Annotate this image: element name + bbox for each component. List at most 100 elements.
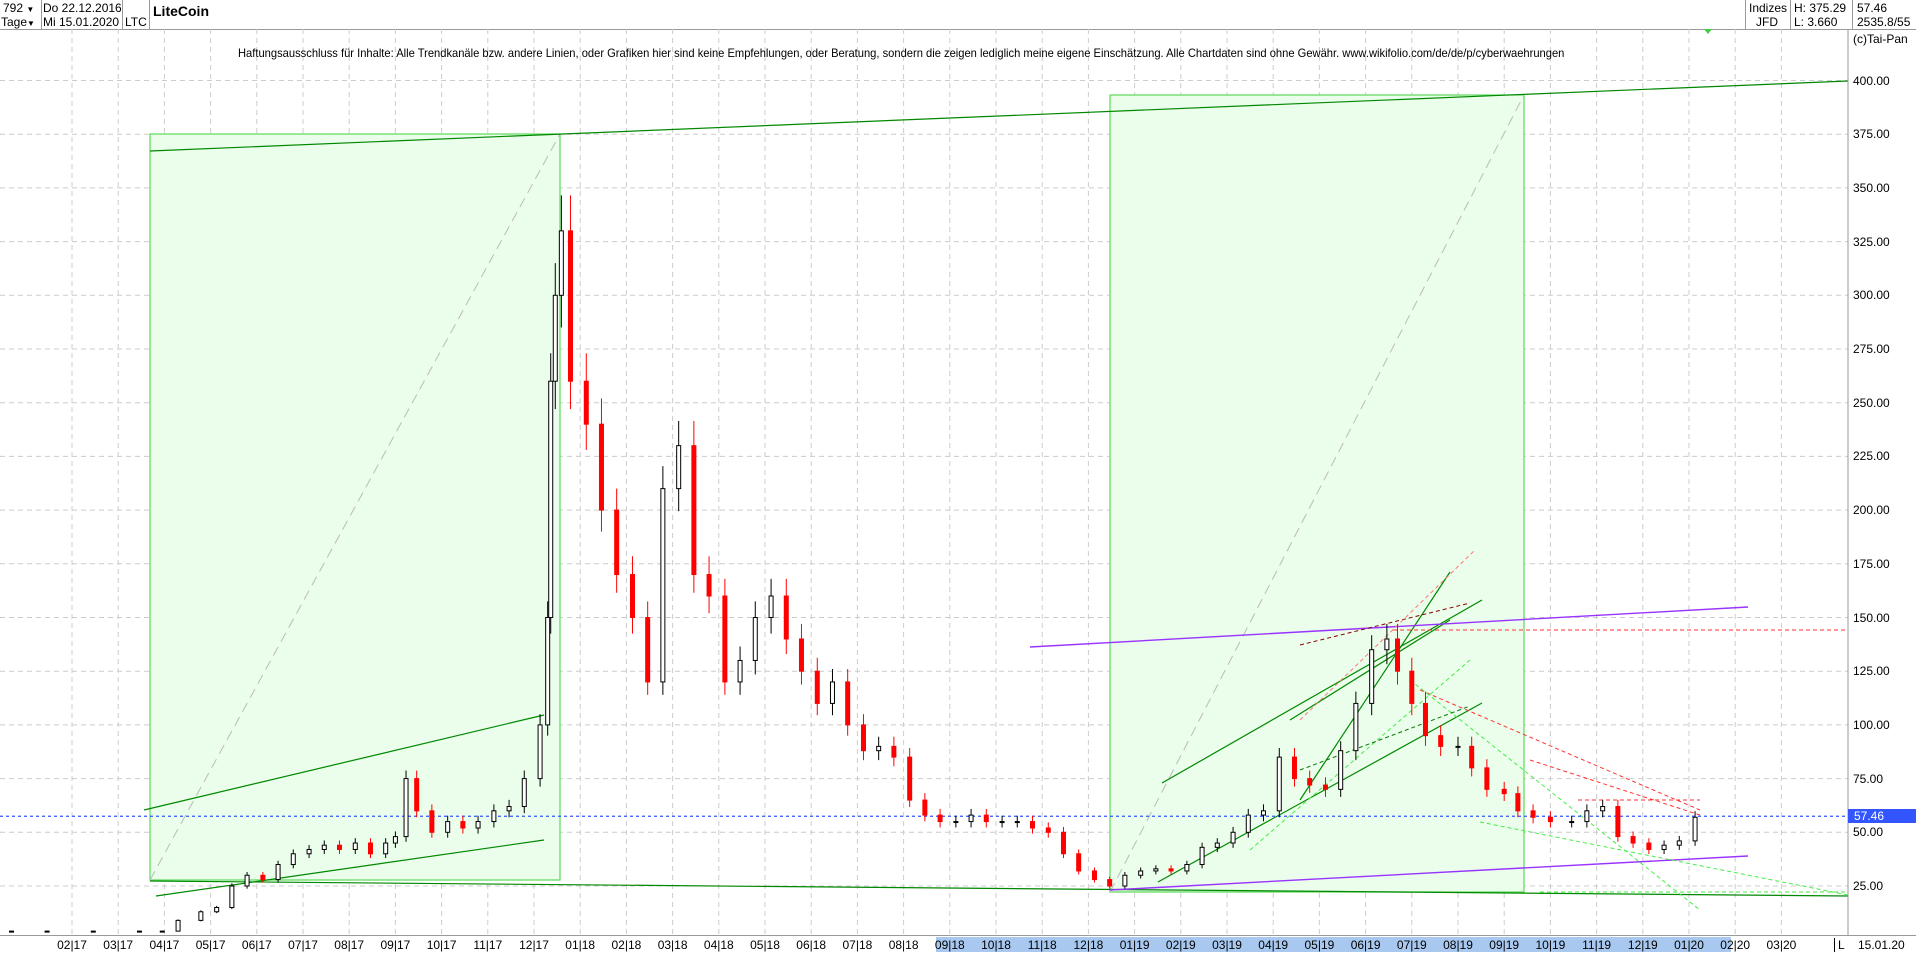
candles xyxy=(9,195,1698,933)
dotted-lines xyxy=(1249,549,1849,911)
copyright: (c)Tai-Pan xyxy=(1853,32,1908,46)
y-tick-label: 125.00 xyxy=(1853,664,1890,679)
steep-trendline[interactable] xyxy=(1299,571,1451,801)
candle xyxy=(891,745,897,758)
candle xyxy=(1692,816,1698,842)
green-dotted-down-line[interactable] xyxy=(1409,679,1701,911)
chart-title: LiteCoin xyxy=(153,3,209,19)
candle xyxy=(1338,750,1344,790)
candle xyxy=(545,617,551,726)
visible-range-band[interactable] xyxy=(936,937,1731,952)
red-dotted-down-line[interactable] xyxy=(1419,689,1701,811)
red-dotted-fan-line[interactable] xyxy=(1299,549,1476,721)
x-tick-label: 10|17 xyxy=(426,938,457,952)
candle xyxy=(214,906,220,913)
candle xyxy=(876,745,882,752)
candle xyxy=(722,595,728,683)
x-tick-label: 01|19 xyxy=(1119,938,1150,952)
candle xyxy=(1646,842,1652,850)
candle xyxy=(429,810,435,833)
candle xyxy=(1630,836,1636,844)
candle xyxy=(691,445,697,576)
header-select-cell: 792 ▼ Tage▼ xyxy=(0,0,42,29)
candle xyxy=(44,930,50,933)
candle xyxy=(798,638,804,672)
long-top-trendline[interactable] xyxy=(149,80,1849,152)
period-select[interactable]: Tage▼ xyxy=(1,15,35,31)
candle xyxy=(845,681,851,726)
candle xyxy=(968,814,974,823)
red-dotted-line-2[interactable] xyxy=(1529,759,1701,816)
candle xyxy=(660,488,666,683)
candle xyxy=(1530,810,1536,818)
y-tick-label: 25.00 xyxy=(1853,879,1884,893)
channel-2017-lower[interactable] xyxy=(155,839,545,897)
l-marker[interactable]: L xyxy=(1834,938,1847,952)
date-range-cell: Do 22.12.2016 Mi 15.01.2020 xyxy=(42,0,123,29)
candle xyxy=(999,821,1005,824)
candle xyxy=(1230,831,1236,844)
candle xyxy=(829,681,835,704)
candle xyxy=(558,230,564,296)
green-dotted-line-2[interactable] xyxy=(1479,821,1849,896)
candle xyxy=(1455,745,1461,748)
candle xyxy=(321,844,327,850)
start-date[interactable]: Do 22.12.2016 xyxy=(43,1,122,15)
candle xyxy=(1291,756,1297,780)
candle xyxy=(460,821,466,829)
symbol: LTC xyxy=(125,15,147,29)
x-tick-label: 06|17 xyxy=(241,938,272,952)
x-tick-label: 04|19 xyxy=(1258,938,1289,952)
candle xyxy=(1138,870,1144,876)
candle xyxy=(548,380,554,618)
candle xyxy=(244,874,250,887)
candle xyxy=(737,659,743,683)
candle xyxy=(1600,806,1606,812)
x-tick-label: 07|19 xyxy=(1396,938,1427,952)
dark-green-dotted-line[interactable] xyxy=(1299,705,1471,771)
candle xyxy=(983,814,989,823)
candle xyxy=(1214,842,1220,848)
candle xyxy=(768,595,774,619)
high-value: H: 375.29 xyxy=(1794,1,1847,15)
x-tick-label: 11|18 xyxy=(1027,938,1057,952)
candle xyxy=(1676,840,1682,846)
diagonal-guide-2017 xyxy=(149,133,561,881)
x-tick-label: 04|18 xyxy=(703,938,734,952)
candle xyxy=(1153,868,1159,872)
dark-red-dotted-line[interactable] xyxy=(1299,602,1471,646)
x-tick-label: 05|19 xyxy=(1304,938,1335,952)
candle xyxy=(1515,793,1521,812)
channel-2017-upper[interactable] xyxy=(143,714,545,811)
x-tick-label: 02|20 xyxy=(1720,938,1751,952)
candle xyxy=(614,509,620,576)
candle xyxy=(537,724,543,780)
candle xyxy=(1076,853,1082,872)
candle xyxy=(367,842,373,855)
time-axis[interactable]: 02|17 03|17 04|17 05|17 06|17 07|17 08|17 09|17… xyxy=(0,935,1916,953)
x-tick-label: 09|18 xyxy=(934,938,965,952)
end-date[interactable]: Mi 15.01.2020 xyxy=(43,15,120,29)
candle xyxy=(403,778,409,838)
candle xyxy=(260,874,266,881)
y-tick-label: 350.00 xyxy=(1853,180,1890,195)
purple-upper-line[interactable] xyxy=(1029,606,1749,648)
candle xyxy=(1409,670,1415,704)
scroll-marker-icon[interactable] xyxy=(1704,29,1712,34)
candle xyxy=(1661,844,1667,850)
candle xyxy=(598,423,604,511)
x-tick-label: 04|17 xyxy=(149,938,180,952)
candle xyxy=(1245,814,1251,833)
last-price: 57.46 xyxy=(1857,1,1888,15)
candle xyxy=(521,778,527,808)
bar-count-select[interactable]: 792 ▼ xyxy=(3,1,34,17)
candle xyxy=(1395,638,1401,672)
purple-lower-line[interactable] xyxy=(1109,855,1749,891)
candle xyxy=(90,930,96,933)
channel-2019-lower[interactable] xyxy=(1157,702,1483,883)
x-tick-label: 03|17 xyxy=(103,938,134,952)
long-bottom-trendline[interactable] xyxy=(149,880,1849,897)
candle xyxy=(491,810,497,823)
y-tick-label: 200.00 xyxy=(1853,503,1890,518)
